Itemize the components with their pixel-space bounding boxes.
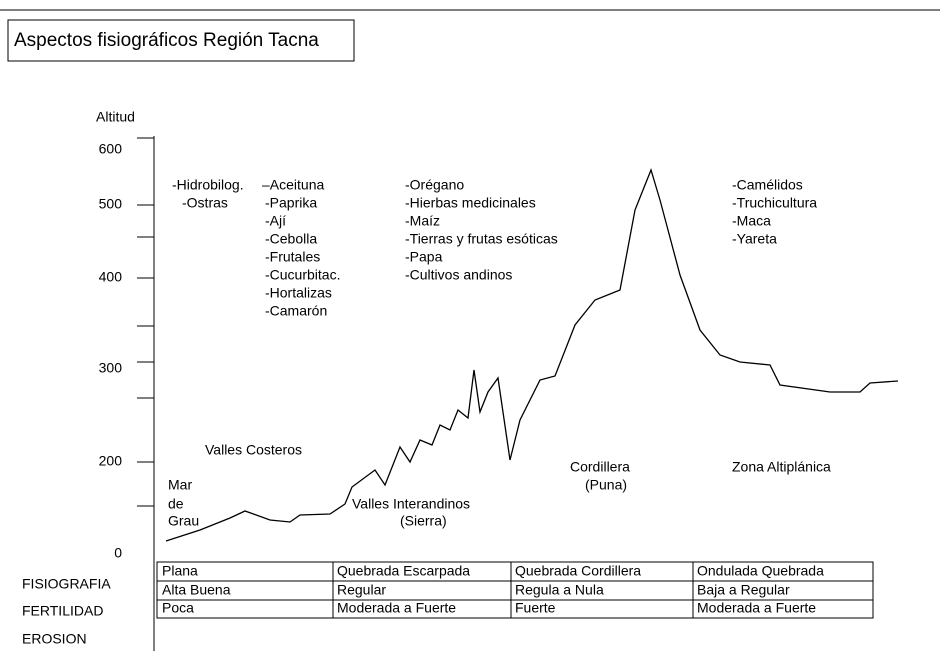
product-item: -Hidrobilog. bbox=[172, 177, 244, 193]
product-item: -Hierbas medicinales bbox=[405, 195, 536, 211]
table-cell: Alta Buena bbox=[162, 582, 231, 598]
product-item: –Aceituna bbox=[262, 177, 324, 193]
table-cell: Fuerte bbox=[515, 600, 556, 616]
zone-label: (Puna) bbox=[585, 477, 627, 493]
product-item: -Paprika bbox=[265, 195, 317, 211]
axis-tick-label: 400 bbox=[99, 269, 123, 285]
zone-label: Valles Interandinos bbox=[352, 496, 470, 512]
product-item: -Orégano bbox=[405, 177, 464, 193]
title: Aspectos fisiográficos Región Tacna bbox=[14, 30, 319, 51]
product-item: -Cebolla bbox=[265, 231, 317, 247]
axis-tick-label: 300 bbox=[99, 360, 123, 376]
table-cell: Moderada a Fuerte bbox=[337, 600, 456, 616]
table-cell: Poca bbox=[162, 600, 194, 616]
zone-label: Mar bbox=[168, 477, 192, 493]
axis-ticks bbox=[137, 138, 154, 506]
table-cell: Ondulada Quebrada bbox=[697, 563, 824, 579]
axis-tick-label: 500 bbox=[99, 196, 123, 212]
zone-label: de bbox=[168, 496, 184, 512]
axis-tick-label: 200 bbox=[99, 453, 123, 469]
table-cell: Quebrada Escarpada bbox=[337, 563, 470, 579]
product-item: -Tierras y frutas esóticas bbox=[405, 231, 558, 247]
product-item: -Truchicultura bbox=[732, 195, 817, 211]
product-item: -Ostras bbox=[182, 195, 228, 211]
table-cell: Baja a Regular bbox=[697, 582, 790, 598]
row-label: EROSION bbox=[22, 631, 87, 647]
table-cell: Regular bbox=[337, 582, 386, 598]
product-item: -Camarón bbox=[265, 303, 327, 319]
product-item: -Cucurbitac. bbox=[265, 267, 340, 283]
axis-tick-label: 600 bbox=[99, 141, 123, 157]
product-item: -Maca bbox=[732, 213, 771, 229]
product-item: -Camélidos bbox=[732, 177, 803, 193]
zone-label: Zona Altiplánica bbox=[732, 459, 831, 475]
table-cell: Quebrada Cordillera bbox=[515, 563, 641, 579]
product-item: -Yareta bbox=[732, 231, 777, 247]
row-label: FERTILIDAD bbox=[22, 603, 103, 619]
product-item: -Hortalizas bbox=[265, 285, 332, 301]
table-cell: Moderada a Fuerte bbox=[697, 600, 816, 616]
product-item: -Ají bbox=[265, 213, 286, 229]
zone-label: (Sierra) bbox=[400, 513, 447, 529]
product-item: -Papa bbox=[405, 249, 443, 265]
product-item: -Cultivos andinos bbox=[405, 267, 512, 283]
zone-label: Cordillera bbox=[570, 459, 630, 475]
table-cell: Regula a Nula bbox=[515, 582, 604, 598]
page: Aspectos fisiográficos Región Tacna Alti… bbox=[0, 0, 940, 651]
product-item: -Frutales bbox=[265, 249, 320, 265]
table-cell: Plana bbox=[162, 563, 198, 579]
axis-label: Altitud bbox=[96, 109, 135, 125]
row-label: FISIOGRAFIA bbox=[22, 576, 111, 592]
product-item: -Maíz bbox=[405, 213, 440, 229]
axis-tick-label: 0 bbox=[114, 545, 122, 561]
zone-label: Grau bbox=[168, 513, 199, 529]
zone-label: Valles Costeros bbox=[205, 442, 302, 458]
